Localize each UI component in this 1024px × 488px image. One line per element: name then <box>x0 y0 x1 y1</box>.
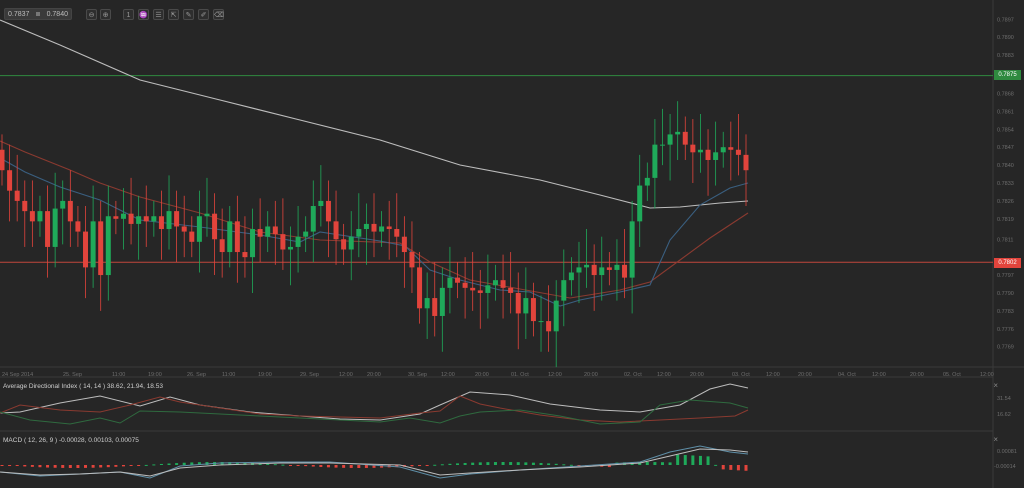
svg-text:26. Sep: 26. Sep <box>187 372 206 378</box>
price-chart[interactable]: 0.7897 0.7890 0.7883 0.7868 0.7861 0.7854 0.78… <box>0 0 1024 488</box>
svg-text:19:00: 19:00 <box>148 372 162 378</box>
svg-text:11:00: 11:00 <box>222 372 235 378</box>
svg-text:20:00: 20:00 <box>690 372 704 378</box>
svg-text:0.7861: 0.7861 <box>997 109 1014 115</box>
resistance-price-tag: 0.7875 <box>994 70 1021 80</box>
svg-text:0.7797: 0.7797 <box>997 273 1014 279</box>
svg-text:0.7840: 0.7840 <box>997 163 1014 169</box>
svg-text:0.7883: 0.7883 <box>997 53 1014 59</box>
svg-text:0.7826: 0.7826 <box>997 199 1014 205</box>
svg-text:12:00: 12:00 <box>441 372 455 378</box>
svg-text:12:00: 12:00 <box>872 372 886 378</box>
svg-text:12:00: 12:00 <box>548 372 562 378</box>
svg-text:05. Oct: 05. Oct <box>943 372 961 378</box>
svg-text:20:00: 20:00 <box>798 372 812 378</box>
svg-text:0.7890: 0.7890 <box>997 35 1014 41</box>
svg-text:-0.00014: -0.00014 <box>994 464 1016 470</box>
support-price-tag: 0.7802 <box>994 258 1021 268</box>
svg-text:19:00: 19:00 <box>258 372 272 378</box>
svg-text:0.7790: 0.7790 <box>997 291 1014 297</box>
svg-text:0.00081: 0.00081 <box>997 449 1017 455</box>
svg-text:03. Oct: 03. Oct <box>732 372 750 378</box>
svg-text:12:00: 12:00 <box>657 372 671 378</box>
svg-text:0.7776: 0.7776 <box>997 327 1014 333</box>
svg-text:0.7868: 0.7868 <box>997 92 1014 98</box>
svg-text:12:00: 12:00 <box>339 372 353 378</box>
macd-close-icon[interactable]: × <box>993 435 998 444</box>
svg-text:04. Oct: 04. Oct <box>838 372 856 378</box>
svg-text:29. Sep: 29. Sep <box>300 372 319 378</box>
svg-text:30. Sep: 30. Sep <box>408 372 427 378</box>
svg-text:12:00: 12:00 <box>980 372 994 378</box>
svg-text:01. Oct: 01. Oct <box>511 372 529 378</box>
svg-text:24 Sep 2014: 24 Sep 2014 <box>2 372 33 378</box>
svg-text:11:00: 11:00 <box>112 372 125 378</box>
adx-title: Average Directional Index ( 14, 14 ) 38.… <box>3 383 163 390</box>
svg-text:0.7897: 0.7897 <box>997 17 1014 23</box>
svg-text:0.7819: 0.7819 <box>997 217 1014 223</box>
adx-close-icon[interactable]: × <box>993 381 998 390</box>
svg-text:0.7811: 0.7811 <box>997 237 1013 243</box>
svg-text:0.7833: 0.7833 <box>997 181 1014 187</box>
svg-text:0.7769: 0.7769 <box>997 345 1014 351</box>
svg-text:0.7854: 0.7854 <box>997 127 1014 133</box>
svg-text:0.7783: 0.7783 <box>997 309 1014 315</box>
svg-text:16.62: 16.62 <box>997 412 1011 418</box>
svg-text:31.54: 31.54 <box>997 396 1011 402</box>
svg-text:0.7847: 0.7847 <box>997 145 1014 151</box>
svg-text:20:00: 20:00 <box>475 372 489 378</box>
svg-text:12:00: 12:00 <box>766 372 780 378</box>
svg-text:25. Sep: 25. Sep <box>63 372 82 378</box>
svg-text:20:00: 20:00 <box>584 372 598 378</box>
svg-text:20:00: 20:00 <box>910 372 924 378</box>
svg-text:20:00: 20:00 <box>367 372 381 378</box>
svg-text:02. Oct: 02. Oct <box>624 372 642 378</box>
macd-title: MACD ( 12, 26, 9 ) -0.00028, 0.00103, 0.… <box>3 437 139 444</box>
